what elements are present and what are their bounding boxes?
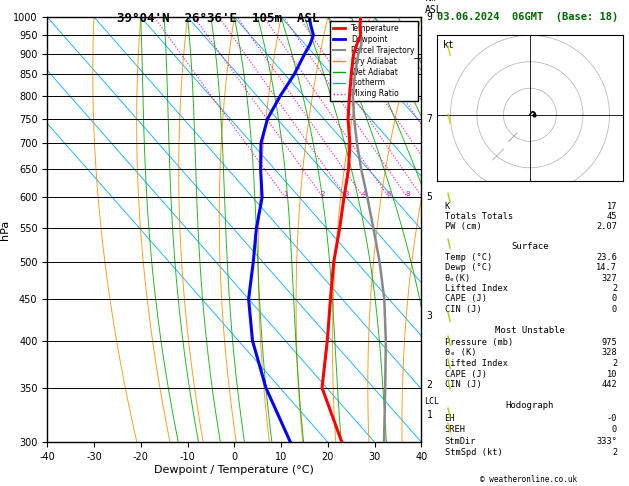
Text: 2: 2 — [321, 191, 325, 197]
Text: /: / — [445, 421, 455, 434]
Text: 3: 3 — [344, 191, 349, 197]
Text: 2.07: 2.07 — [596, 223, 617, 231]
Text: Totals Totals: Totals Totals — [445, 212, 513, 221]
X-axis label: Dewpoint / Temperature (°C): Dewpoint / Temperature (°C) — [154, 465, 314, 475]
Text: Surface: Surface — [511, 242, 548, 251]
Text: 5: 5 — [426, 192, 432, 203]
Text: 2: 2 — [612, 284, 617, 293]
Text: /: / — [445, 44, 455, 57]
Text: EH: EH — [445, 414, 455, 422]
Text: 327: 327 — [601, 274, 617, 283]
Text: θₑ(K): θₑ(K) — [445, 274, 471, 283]
Text: StmDir: StmDir — [445, 437, 476, 446]
Text: 8: 8 — [405, 191, 409, 197]
Text: 7: 7 — [426, 114, 432, 123]
Text: 442: 442 — [601, 381, 617, 389]
Text: /: / — [445, 378, 455, 392]
Text: /: / — [445, 112, 455, 125]
Text: PW (cm): PW (cm) — [445, 223, 481, 231]
Text: 0: 0 — [612, 295, 617, 303]
Text: Lifted Index: Lifted Index — [445, 359, 508, 368]
Text: 1: 1 — [426, 410, 432, 420]
Text: /: / — [445, 237, 455, 250]
Text: 0: 0 — [612, 305, 617, 313]
Text: 6: 6 — [387, 191, 391, 197]
Text: StmSpd (kt): StmSpd (kt) — [445, 448, 503, 457]
Text: 1: 1 — [283, 191, 287, 197]
Text: 10: 10 — [606, 370, 617, 379]
Text: CIN (J): CIN (J) — [445, 305, 481, 313]
Text: © weatheronline.co.uk: © weatheronline.co.uk — [480, 474, 577, 484]
Text: CAPE (J): CAPE (J) — [445, 295, 487, 303]
Text: 328: 328 — [601, 348, 617, 357]
Text: 17: 17 — [606, 202, 617, 211]
Text: Dewp (°C): Dewp (°C) — [445, 263, 492, 272]
Text: 14.7: 14.7 — [596, 263, 617, 272]
Text: 2: 2 — [426, 380, 432, 390]
Text: Most Unstable: Most Unstable — [495, 326, 565, 335]
Text: Pressure (mb): Pressure (mb) — [445, 338, 513, 347]
Text: 3: 3 — [426, 311, 432, 321]
Text: /: / — [445, 357, 455, 370]
Text: 333°: 333° — [596, 437, 617, 446]
Text: 23.6: 23.6 — [596, 253, 617, 262]
Text: K: K — [445, 202, 450, 211]
Text: 45: 45 — [606, 212, 617, 221]
Text: 2: 2 — [612, 448, 617, 457]
Text: 0: 0 — [612, 425, 617, 434]
Text: 4: 4 — [362, 191, 366, 197]
Text: kt: kt — [443, 40, 455, 50]
Text: /: / — [445, 334, 455, 347]
Legend: Temperature, Dewpoint, Parcel Trajectory, Dry Adiabat, Wet Adiabat, Isotherm, Mi: Temperature, Dewpoint, Parcel Trajectory… — [330, 21, 418, 102]
Text: Temp (°C): Temp (°C) — [445, 253, 492, 262]
Text: 975: 975 — [601, 338, 617, 347]
Text: -0: -0 — [606, 414, 617, 422]
Y-axis label: hPa: hPa — [0, 220, 10, 240]
Text: 03.06.2024  06GMT  (Base: 18): 03.06.2024 06GMT (Base: 18) — [437, 12, 618, 22]
Text: 2: 2 — [612, 359, 617, 368]
Text: /: / — [445, 406, 455, 419]
Text: Hodograph: Hodograph — [506, 401, 554, 410]
Text: LCL: LCL — [425, 397, 440, 406]
Text: /: / — [445, 310, 455, 323]
Text: CAPE (J): CAPE (J) — [445, 370, 487, 379]
Text: CIN (J): CIN (J) — [445, 381, 481, 389]
Text: Lifted Index: Lifted Index — [445, 284, 508, 293]
Text: 9: 9 — [426, 12, 432, 22]
Text: /: / — [445, 191, 455, 204]
Text: θₑ (K): θₑ (K) — [445, 348, 476, 357]
Text: 39°04'N  26°36'E  105m  ASL: 39°04'N 26°36'E 105m ASL — [118, 12, 320, 25]
Text: km
ASL: km ASL — [425, 0, 442, 15]
Text: SREH: SREH — [445, 425, 465, 434]
